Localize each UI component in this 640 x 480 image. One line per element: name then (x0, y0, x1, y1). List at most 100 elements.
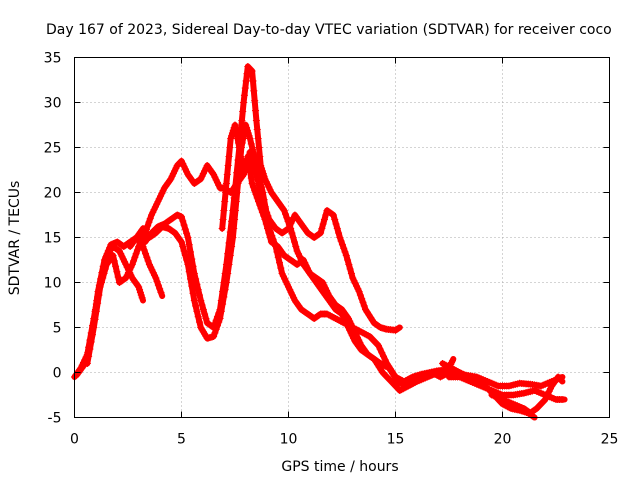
data-point-marker (287, 225, 295, 232)
data-point-marker (231, 181, 239, 189)
data-point-marker (337, 309, 345, 317)
data-point-marker (186, 248, 194, 256)
data-point-marker (266, 234, 274, 241)
data-point-marker (374, 342, 382, 349)
data-point-marker (274, 253, 282, 261)
data-point-marker (333, 225, 341, 232)
x-tick-label: 20 (494, 432, 512, 448)
series-sat-e (141, 63, 452, 390)
data-point-marker (179, 243, 187, 250)
data-point-marker (190, 270, 198, 277)
data-point-marker (251, 97, 259, 105)
data-point-marker (331, 216, 339, 223)
y-tick-labels: -5 0 5 10 15 20 25 30 35 (44, 51, 62, 427)
x-tick-label: 15 (387, 432, 405, 448)
data-point-marker (195, 318, 203, 326)
data-point-marker (210, 324, 218, 331)
y-axis-label: SDTVAR / TECUs (7, 181, 23, 296)
data-point-marker (344, 256, 352, 264)
y-tick-label: 20 (44, 186, 62, 202)
data-point-marker (340, 244, 348, 252)
data-point-marker (277, 264, 285, 272)
data-point-marker (221, 198, 229, 205)
data-point-marker (146, 215, 154, 223)
data-point-marker (244, 153, 252, 160)
data-point-marker (220, 279, 228, 286)
data-point-marker (86, 345, 94, 353)
data-point-marker (188, 255, 196, 263)
data-point-marker (250, 151, 258, 159)
data-point-marker (114, 273, 122, 281)
y-tick-label: 30 (44, 96, 62, 112)
data-point-marker (90, 324, 98, 331)
data-point-marker (258, 208, 266, 216)
y-tick-label: 35 (44, 51, 62, 67)
data-point-marker (229, 207, 237, 214)
data-point-marker (222, 189, 230, 196)
data-point-marker (215, 309, 223, 317)
series-layer (71, 63, 568, 421)
data-point-marker (341, 248, 349, 256)
data-point-marker (95, 291, 103, 299)
chart-title: Day 167 of 2023, Sidereal Day-to-day VTE… (46, 22, 612, 38)
data-point-marker (110, 257, 118, 265)
data-point-marker (131, 253, 139, 261)
data-point-marker (256, 153, 264, 160)
data-point-marker (233, 130, 241, 138)
series-line (142, 63, 452, 389)
data-point-marker (106, 244, 114, 252)
data-point-marker (369, 354, 377, 362)
data-point-marker (280, 207, 288, 214)
data-point-marker (253, 194, 261, 202)
series-sat-f (218, 121, 457, 394)
data-point-marker (318, 225, 326, 232)
data-point-marker (87, 338, 95, 346)
data-point-marker (346, 265, 354, 273)
y-tick-label: 5 (53, 321, 62, 337)
data-point-marker (185, 241, 193, 249)
data-point-marker (223, 171, 231, 178)
data-point-marker (113, 268, 121, 276)
data-point-marker (255, 144, 263, 151)
data-point-marker (258, 183, 266, 191)
data-point-marker (247, 140, 255, 148)
data-point-marker (112, 262, 120, 270)
data-point-marker (246, 169, 254, 177)
x-tick-label: 5 (177, 432, 186, 448)
data-point-marker (184, 234, 192, 241)
data-point-marker (194, 286, 202, 294)
data-point-marker (152, 274, 160, 282)
y-tick-label: 15 (44, 231, 62, 247)
data-point-marker (335, 229, 343, 237)
data-point-marker (395, 324, 403, 332)
data-point-marker (289, 234, 297, 241)
data-point-marker (252, 190, 260, 198)
x-tick-label: 25 (601, 432, 619, 448)
data-point-marker (94, 299, 102, 307)
data-point-marker (92, 307, 100, 315)
data-point-marker (257, 205, 265, 213)
data-point-marker (192, 275, 200, 283)
data-point-marker (359, 298, 367, 306)
data-point-marker (183, 229, 191, 237)
data-point-marker (381, 356, 389, 364)
data-point-marker (157, 288, 165, 296)
data-point-marker (255, 198, 263, 205)
data-point-marker (345, 261, 353, 268)
data-point-marker (237, 154, 245, 162)
data-point-marker (132, 250, 140, 258)
data-point-marker (210, 333, 218, 340)
data-point-marker (448, 357, 456, 365)
data-point-marker (233, 169, 241, 177)
data-point-marker (133, 246, 141, 254)
data-point-marker (253, 126, 261, 133)
data-point-marker (256, 201, 264, 209)
data-point-marker (121, 275, 129, 283)
data-point-marker (189, 289, 197, 297)
data-point-marker (250, 87, 258, 95)
data-point-marker (245, 158, 253, 166)
data-point-marker (195, 176, 203, 184)
data-point-marker (181, 252, 189, 259)
data-point-marker (378, 349, 386, 357)
data-point-marker (232, 126, 240, 133)
